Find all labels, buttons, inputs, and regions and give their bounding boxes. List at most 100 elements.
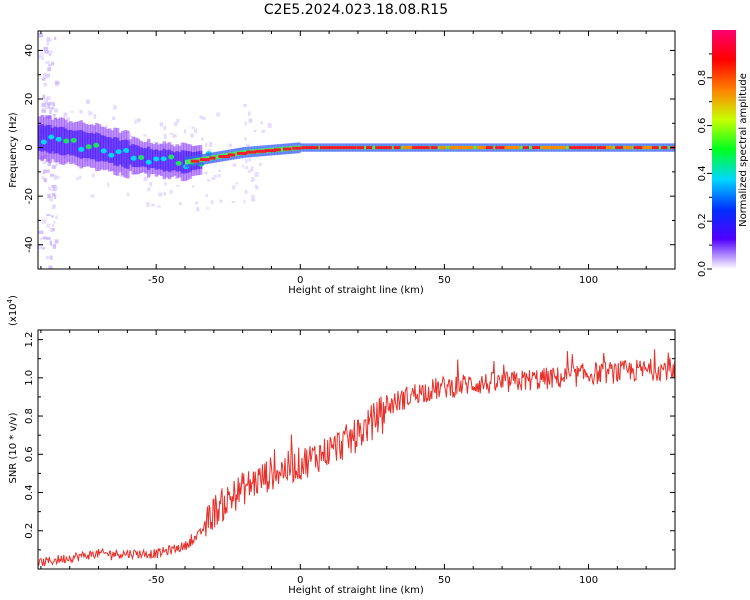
- spectrogram-y-tick-label: 20: [24, 93, 35, 106]
- spectrogram-noise-pixel: [248, 118, 252, 122]
- spectrogram-noise-pixel: [205, 194, 208, 198]
- colorbar-tick-label: 0.8: [697, 70, 708, 86]
- spectrogram-noise-pixel: [42, 236, 48, 239]
- spectrogram-noise-pixel: [49, 50, 54, 53]
- spectrogram-band-core: [74, 130, 78, 157]
- spectrogram-noise-pixel: [54, 239, 59, 244]
- spectrogram-band-core: [144, 148, 148, 168]
- spectrogram-noise-pixel: [53, 174, 57, 180]
- spectrogram-noise-pixel: [39, 52, 44, 55]
- spectrogram-line-green: [611, 145, 615, 150]
- spectrogram-noise-pixel: [45, 255, 51, 260]
- spectrogram-line-green: [185, 159, 189, 165]
- spectrogram-band-core: [180, 150, 185, 174]
- spectrogram-line-core: [485, 146, 494, 150]
- spectrogram-noise-pixel: [178, 202, 182, 206]
- spectrogram-line-core: [421, 146, 430, 150]
- spectrogram-line-green: [565, 145, 569, 150]
- spectrogram-peak-blob: [108, 152, 115, 158]
- spectrogram-line-core: [522, 146, 529, 150]
- spectrogram-noise-pixel: [51, 224, 55, 227]
- spectrogram-x-tick-label: 50: [438, 275, 451, 286]
- spectrogram-x-tick-label: 100: [579, 275, 598, 286]
- spectrogram-noise-pixel: [244, 166, 249, 170]
- spectrogram-band-core: [165, 150, 169, 171]
- spectrogram-line-core: [615, 146, 624, 150]
- spectrogram-noise-pixel: [126, 192, 130, 197]
- spectrogram-noise-pixel: [45, 97, 49, 101]
- spectrogram-band-core: [128, 145, 133, 165]
- spectrogram-y-tick-label: 40: [24, 44, 35, 57]
- spectrogram-noise-pixel: [174, 121, 178, 127]
- spectrogram-noise-pixel: [190, 133, 195, 138]
- spectrogram-line-core: [449, 146, 460, 150]
- spectrogram-noise-pixel: [176, 118, 180, 123]
- spectrogram-noise-pixel: [51, 192, 56, 197]
- spectrogram-noise-pixel: [42, 161, 47, 165]
- colorbar-tick-label: 0.2: [697, 213, 708, 229]
- spectrogram-line-green: [657, 145, 661, 150]
- spectrogram-band-core: [126, 140, 130, 169]
- spectrogram-noise-pixel: [253, 129, 257, 133]
- spectrogram-line-core: [264, 149, 277, 153]
- spectrogram-band-core: [121, 139, 125, 167]
- spectrogram-peak-blob: [78, 146, 85, 152]
- spectrogram-line-green: [280, 146, 284, 152]
- spectrogram-x-tick-label: 0: [297, 275, 303, 286]
- spectrogram-band-core: [149, 149, 154, 169]
- spectrogram-line-core: [366, 146, 373, 150]
- spectrogram-noise-pixel: [205, 143, 208, 148]
- spectrogram-line-core: [495, 146, 506, 150]
- spectrogram-noise-pixel: [247, 111, 251, 116]
- spectrogram-noise-pixel: [49, 196, 54, 202]
- spectrogram-noise-pixel: [52, 244, 57, 249]
- chart-title: C2E5.2024.023.18.08.R15: [264, 2, 448, 18]
- spectrogram-noise-pixel: [251, 166, 254, 172]
- spectrogram-noise-pixel: [48, 64, 52, 67]
- spectrogram-noise-pixel: [219, 199, 223, 203]
- spectrogram-line-core: [467, 146, 474, 150]
- spectrogram-peak-blob: [138, 155, 145, 161]
- spectrogram-noise-pixel: [208, 141, 213, 147]
- spectrogram-noise-pixel: [38, 33, 44, 38]
- spectrogram-band-core: [53, 126, 58, 154]
- spectrogram-noise-pixel: [41, 103, 46, 108]
- spectrogram-noise-pixel: [163, 191, 167, 196]
- spectrogram-noise-pixel: [164, 182, 167, 186]
- spectrogram-noise-pixel: [42, 94, 46, 100]
- spectrogram-noise-pixel: [183, 129, 187, 134]
- spectrogram-line-core: [587, 146, 597, 150]
- spectrogram-noise-pixel: [247, 170, 252, 173]
- spectrogram-noise-pixel: [70, 110, 74, 113]
- spectrogram-noise-pixel: [146, 202, 150, 207]
- spectrogram-noise-pixel: [218, 169, 221, 172]
- spectrogram-noise-pixel: [54, 186, 58, 192]
- spectrogram-noise-pixel: [47, 38, 52, 42]
- spectrogram-line-core: [255, 149, 267, 153]
- spectrogram-noise-pixel: [136, 118, 141, 123]
- spectrogram-noise-pixel: [47, 193, 51, 199]
- spectrogram-noise-pixel: [39, 237, 43, 241]
- spectrogram-noise-pixel: [201, 116, 206, 120]
- spectrogram-y-axis-label: Frequency (Hz): [8, 112, 19, 188]
- spectrogram-band-core: [45, 124, 50, 153]
- spectrogram-band-core: [131, 144, 135, 167]
- spectrogram-band-core: [133, 144, 138, 168]
- colorbar-label: Normalized spectral amplitude: [738, 73, 749, 227]
- spectrogram-noise-pixel: [43, 100, 49, 105]
- spectrogram-noise-pixel: [195, 201, 199, 205]
- snr-x-tick-label: 50: [438, 575, 451, 586]
- spectrogram-x-axis-label: Height of straight line (km): [288, 285, 424, 296]
- spectrogram-peak-blob: [93, 142, 100, 148]
- spectrogram-noise-pixel: [218, 173, 221, 178]
- spectrogram-band-core: [82, 131, 86, 159]
- spectrogram-noise-pixel: [231, 201, 235, 204]
- spectrogram-noise-pixel: [42, 77, 46, 81]
- spectrogram-line-green: [355, 145, 359, 150]
- spectrogram-line-core: [227, 153, 236, 157]
- spectrogram-line-core: [651, 146, 659, 150]
- spectrogram-noise-pixel: [49, 109, 52, 114]
- spectrogram-noise-pixel: [196, 206, 200, 212]
- spectrogram-noise-pixel: [53, 220, 56, 224]
- snr-y-tick-label: 0.6: [24, 446, 35, 462]
